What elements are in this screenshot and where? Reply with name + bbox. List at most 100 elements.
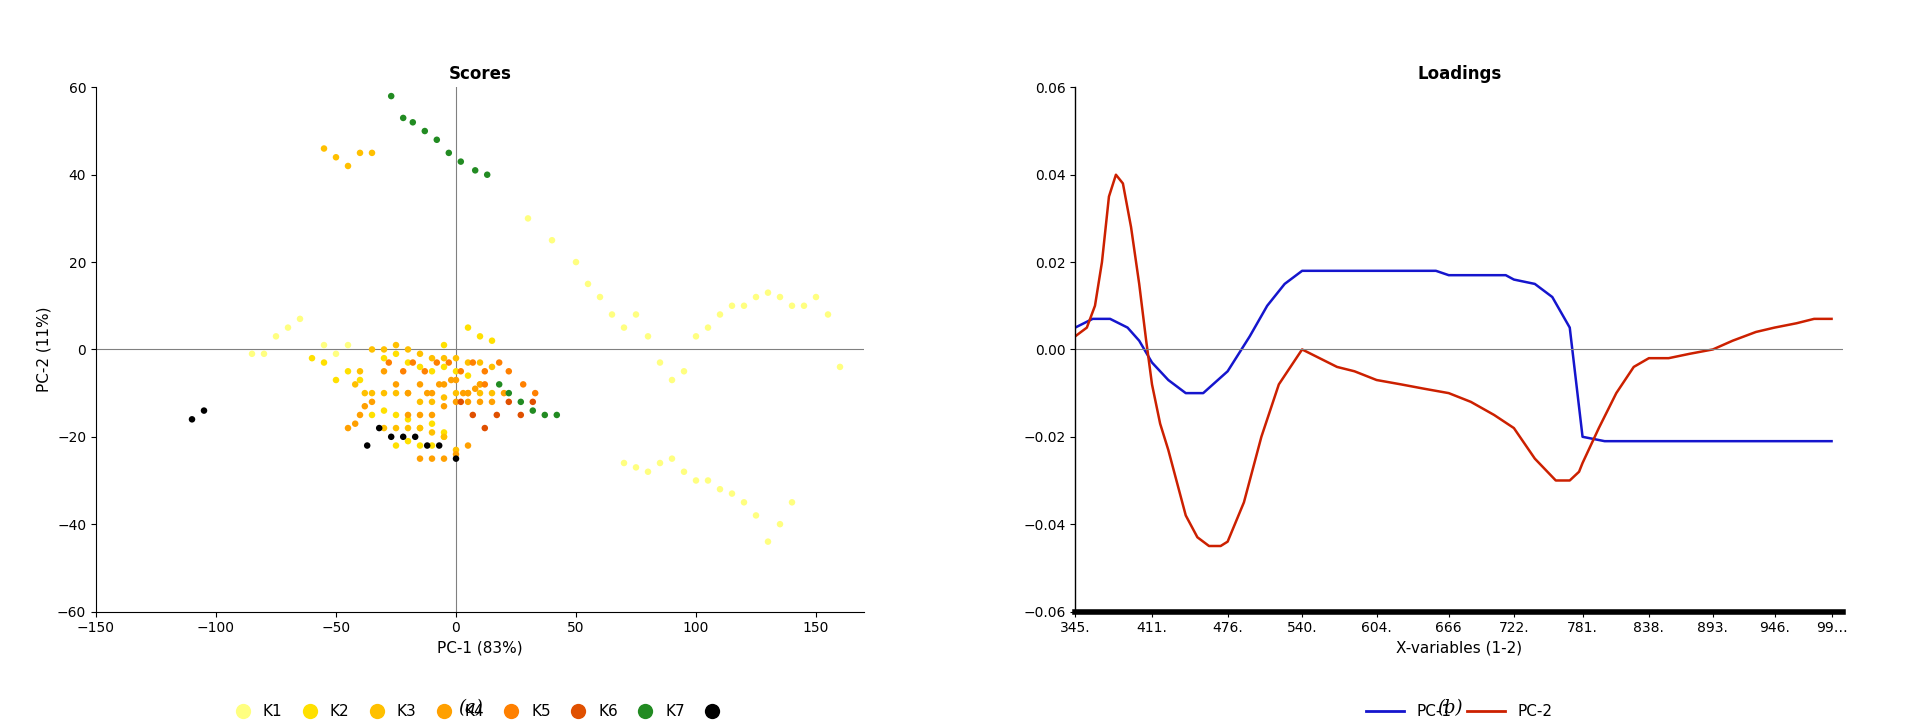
PC-1 (1256, 301, 1279, 310)
PC-2 (1413, 384, 1436, 393)
PC-1 (1663, 437, 1686, 446)
PC-1 (1720, 437, 1743, 446)
Point (620, 462, 651, 473)
Point (380, 339, 411, 351)
Point (309, 143, 340, 154)
Point (453, 396, 484, 408)
Point (516, 396, 549, 408)
PC-1 (1559, 323, 1582, 332)
PC-1 (1476, 271, 1500, 280)
Point (332, 422, 363, 434)
Point (812, 309, 843, 320)
Point (422, 134, 453, 146)
Point (380, 440, 411, 451)
Point (505, 409, 536, 421)
PC-1 (1686, 437, 1709, 446)
Title: Scores: Scores (449, 65, 511, 83)
Point (440, 396, 472, 408)
Point (392, 435, 422, 447)
Point (461, 165, 492, 176)
Point (369, 387, 399, 399)
Point (380, 387, 411, 399)
Point (513, 213, 543, 224)
Point (453, 370, 484, 381)
Point (764, 518, 795, 530)
Point (397, 116, 428, 128)
PC-1 (1140, 358, 1164, 367)
Point (392, 414, 422, 425)
Point (507, 379, 538, 390)
Point (409, 365, 440, 377)
Point (488, 387, 518, 399)
Point (468, 365, 499, 377)
Point (417, 418, 447, 430)
Point (351, 440, 382, 451)
Point (284, 313, 315, 325)
Point (440, 352, 472, 364)
PC-1 (1617, 437, 1640, 446)
Point (357, 387, 388, 399)
Point (405, 440, 436, 451)
PC-1 (1081, 314, 1104, 323)
Line: PC-2: PC-2 (1075, 175, 1832, 546)
Point (321, 348, 351, 360)
Point (357, 396, 388, 408)
PC-1 (1438, 271, 1461, 280)
PC-2 (1250, 432, 1273, 441)
PC-1 (1308, 266, 1331, 275)
Point (332, 160, 363, 172)
Point (428, 339, 459, 351)
Point (541, 409, 572, 421)
Point (250, 348, 280, 360)
Point (776, 496, 806, 508)
Point (453, 387, 484, 399)
Point (357, 409, 388, 421)
Point (453, 387, 484, 399)
Point (453, 322, 484, 333)
PC-1 (1325, 266, 1348, 275)
PC-1 (1098, 314, 1121, 323)
Point (388, 431, 419, 443)
Point (405, 379, 436, 390)
Point (332, 365, 363, 377)
Point (668, 466, 699, 478)
Point (340, 418, 371, 430)
Point (453, 357, 484, 368)
PC-1 (1791, 437, 1814, 446)
Legend: PC-1, PC-2: PC-1, PC-2 (1359, 697, 1559, 725)
Point (730, 496, 760, 508)
Point (716, 488, 747, 499)
PC-1 (1571, 432, 1594, 441)
Point (609, 322, 639, 333)
Point (428, 431, 459, 443)
Point (465, 387, 495, 399)
Point (309, 339, 340, 351)
Point (730, 300, 760, 312)
Point (505, 396, 536, 408)
PC-2 (1064, 332, 1087, 341)
Point (776, 300, 806, 312)
Point (434, 147, 465, 159)
Point (177, 414, 207, 425)
PC-1 (1523, 280, 1546, 288)
Point (405, 396, 436, 408)
Point (380, 422, 411, 434)
Point (453, 440, 484, 451)
Title: Loadings: Loadings (1417, 65, 1501, 83)
PC-1 (1494, 271, 1517, 280)
Point (561, 256, 591, 268)
Point (332, 339, 363, 351)
Point (428, 453, 459, 464)
Y-axis label: PC-2 (11%): PC-2 (11%) (36, 306, 52, 392)
Point (465, 331, 495, 342)
Point (645, 357, 676, 368)
Point (484, 379, 515, 390)
Point (417, 427, 447, 438)
Point (468, 422, 499, 434)
Point (376, 90, 407, 102)
Point (417, 352, 447, 364)
Point (409, 125, 440, 137)
Point (405, 453, 436, 464)
Point (482, 409, 513, 421)
PC-1 (1407, 266, 1430, 275)
